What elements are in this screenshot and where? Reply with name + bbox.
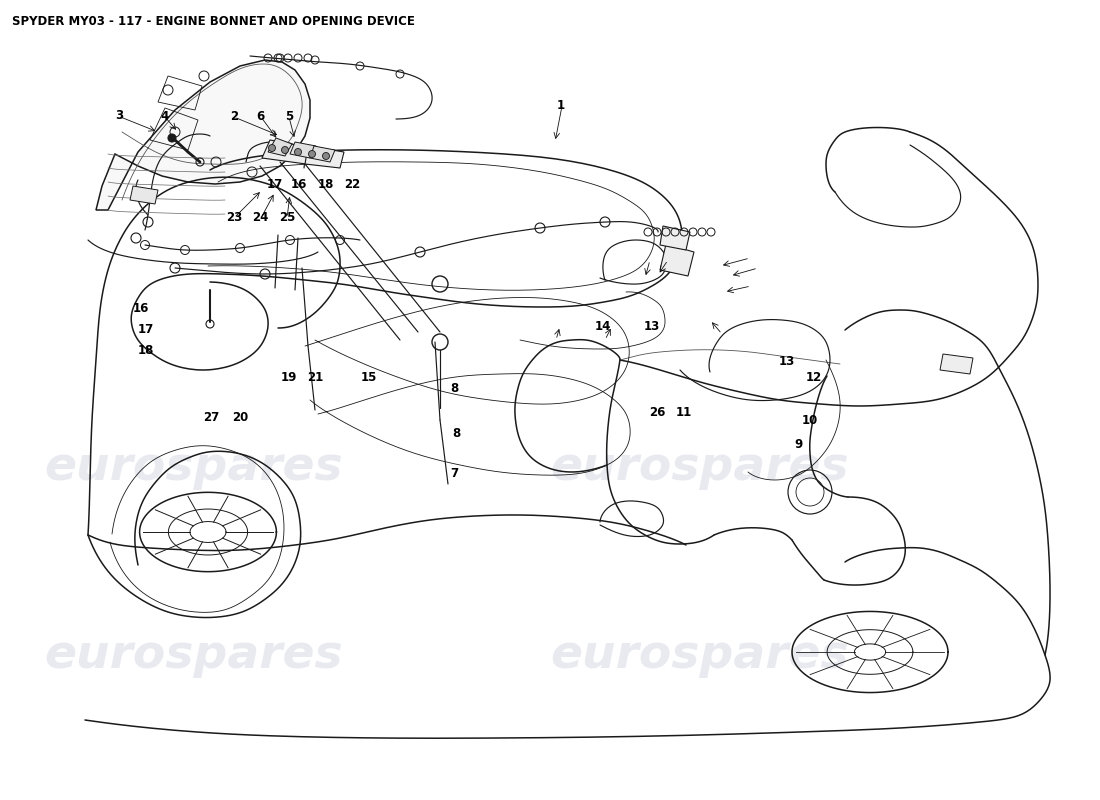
Circle shape <box>295 149 301 155</box>
Text: eurospares: eurospares <box>44 634 342 678</box>
Polygon shape <box>660 244 694 276</box>
Polygon shape <box>305 146 344 168</box>
Text: eurospares: eurospares <box>44 446 342 490</box>
Text: 25: 25 <box>279 211 295 224</box>
Text: 20: 20 <box>232 411 248 424</box>
Text: 7: 7 <box>450 467 459 480</box>
Text: 14: 14 <box>595 320 610 333</box>
Polygon shape <box>262 140 312 164</box>
Text: 13: 13 <box>645 320 660 333</box>
Circle shape <box>322 153 330 159</box>
Text: 17: 17 <box>267 178 283 190</box>
Text: 18: 18 <box>318 178 333 190</box>
Text: 23: 23 <box>227 211 242 224</box>
Circle shape <box>282 146 288 154</box>
Text: 11: 11 <box>676 406 692 418</box>
Text: 16: 16 <box>133 302 148 314</box>
Text: SPYDER MY03 - 117 - ENGINE BONNET AND OPENING DEVICE: SPYDER MY03 - 117 - ENGINE BONNET AND OP… <box>12 15 415 28</box>
Text: 3: 3 <box>114 109 123 122</box>
Polygon shape <box>96 60 310 210</box>
Text: 13: 13 <box>779 355 794 368</box>
Text: eurospares: eurospares <box>550 446 848 490</box>
Text: 19: 19 <box>282 371 297 384</box>
Text: 10: 10 <box>802 414 817 426</box>
Text: 16: 16 <box>292 178 307 190</box>
Text: 6: 6 <box>256 110 265 123</box>
Circle shape <box>168 134 176 142</box>
Text: 26: 26 <box>650 406 666 418</box>
Polygon shape <box>290 142 316 158</box>
Text: eurospares: eurospares <box>550 634 848 678</box>
Text: 9: 9 <box>794 438 803 450</box>
Text: 2: 2 <box>230 110 239 123</box>
Text: 27: 27 <box>204 411 219 424</box>
Circle shape <box>308 150 316 158</box>
Text: 8: 8 <box>452 427 461 440</box>
Polygon shape <box>268 138 292 156</box>
Text: 1: 1 <box>557 99 565 112</box>
Text: 24: 24 <box>253 211 268 224</box>
Text: 15: 15 <box>361 371 376 384</box>
Text: 17: 17 <box>139 323 154 336</box>
Text: 22: 22 <box>344 178 360 190</box>
Polygon shape <box>940 354 974 374</box>
Polygon shape <box>130 186 158 204</box>
Circle shape <box>268 145 275 151</box>
Text: 8: 8 <box>450 382 459 394</box>
Polygon shape <box>310 146 336 162</box>
Polygon shape <box>660 226 690 250</box>
Text: 4: 4 <box>161 110 169 123</box>
Text: 21: 21 <box>308 371 323 384</box>
Text: 5: 5 <box>285 110 294 123</box>
Text: 18: 18 <box>139 344 154 357</box>
Text: 12: 12 <box>806 371 822 384</box>
